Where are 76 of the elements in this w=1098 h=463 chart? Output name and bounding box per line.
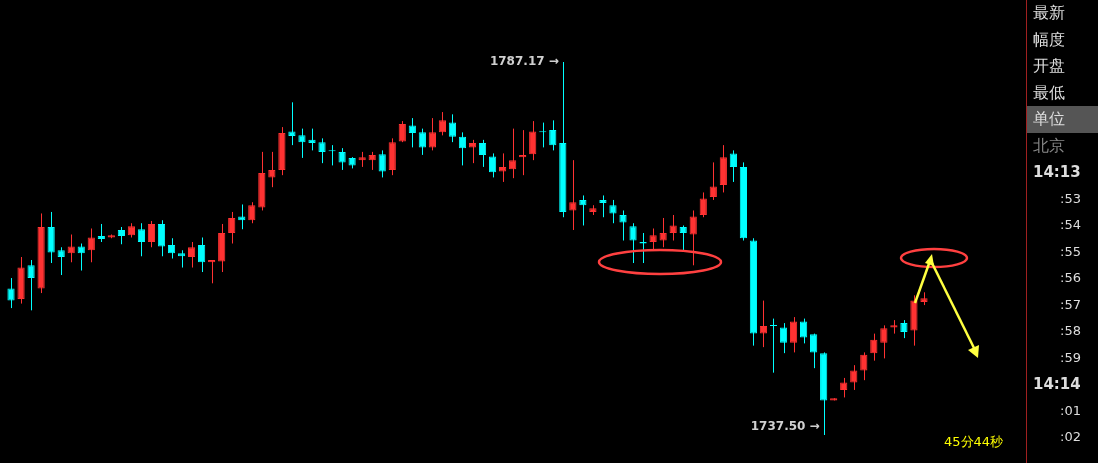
candlestick	[308, 128, 316, 151]
text: :53	[1059, 189, 1082, 208]
candlestick	[57, 246, 65, 276]
text: 最低	[1032, 81, 1066, 104]
candlestick	[338, 147, 346, 171]
candlestick	[799, 318, 808, 344]
candlestick	[428, 117, 436, 151]
candlestick	[318, 137, 326, 164]
candlestick	[529, 120, 537, 161]
candlestick	[810, 333, 818, 369]
annotation: 1787.17 →	[489, 54, 559, 69]
candlestick	[880, 324, 888, 359]
candlestick	[458, 131, 467, 166]
candlestick	[157, 219, 166, 257]
annotation: 1737.50 →	[750, 419, 820, 434]
text: :01	[1059, 401, 1082, 420]
candlestick	[669, 214, 677, 241]
candlestick	[599, 194, 607, 218]
candlestick	[238, 203, 246, 230]
candlestick	[248, 201, 256, 224]
candlestick	[619, 209, 627, 241]
candlestick	[840, 377, 848, 398]
candlestick	[609, 199, 617, 224]
candlestick	[378, 149, 386, 178]
candlestick	[228, 211, 236, 245]
text: :55	[1059, 242, 1082, 261]
candlestick	[509, 128, 517, 179]
candlestick	[759, 300, 768, 348]
candlestick	[860, 351, 868, 381]
text: 14:14	[1032, 374, 1082, 395]
candlestick	[438, 111, 447, 136]
text: :59	[1059, 348, 1082, 367]
candlestick	[549, 119, 557, 151]
text: :58	[1059, 322, 1082, 340]
text: 北京	[1032, 134, 1066, 157]
text: :02	[1059, 428, 1082, 446]
candlestick	[789, 316, 798, 353]
candlestick	[729, 149, 737, 183]
candlestick	[488, 152, 497, 178]
candlestick	[679, 224, 687, 251]
text: :54	[1059, 216, 1082, 234]
candlestick	[47, 211, 55, 264]
candlestick	[87, 227, 95, 263]
candlestick	[97, 223, 105, 243]
candlestick	[398, 120, 406, 143]
candlestick	[448, 113, 457, 143]
candlestick	[659, 217, 667, 248]
text: 14:13	[1032, 162, 1082, 183]
candlestick	[629, 222, 637, 264]
candlestick	[870, 333, 878, 362]
text: 45分44秒	[944, 433, 1004, 451]
candlestick	[288, 101, 296, 146]
text: :56	[1059, 269, 1082, 287]
candlestick	[850, 364, 858, 391]
candlestick	[418, 128, 426, 156]
candlestick	[699, 191, 707, 218]
candlestick	[709, 161, 717, 201]
candlestick	[569, 159, 577, 231]
candlestick	[649, 227, 657, 251]
candlestick	[187, 241, 196, 269]
candlestick	[7, 277, 15, 309]
text: 开盘	[1032, 55, 1066, 77]
candlestick	[167, 237, 176, 260]
text: 幅度	[1032, 28, 1066, 51]
text: 单位	[1027, 106, 1098, 133]
candlestick	[689, 209, 697, 266]
candlestick	[779, 322, 788, 354]
candlestick	[198, 237, 206, 273]
candlestick	[147, 220, 156, 248]
candlestick	[900, 319, 908, 339]
candlestick	[137, 222, 146, 257]
candlestick	[769, 318, 778, 374]
text: 最新	[1032, 2, 1066, 24]
text: :57	[1059, 295, 1082, 314]
candlestick	[27, 259, 35, 311]
candlestick	[298, 128, 306, 159]
